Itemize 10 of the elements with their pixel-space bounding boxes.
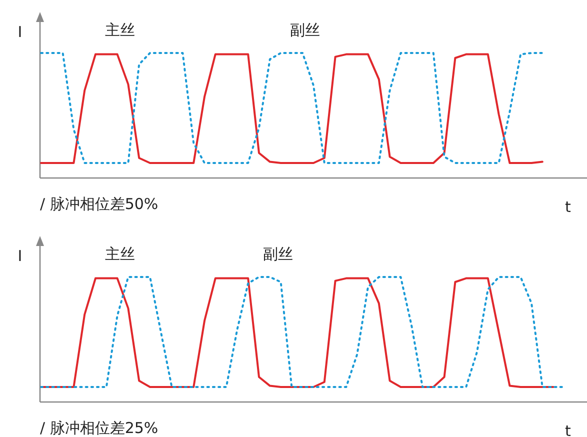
y-axis-title: I — [18, 247, 22, 265]
series-label: 副丝 — [290, 21, 320, 39]
series-label: 副丝 — [263, 245, 293, 263]
text: / 脉冲相位差50% — [40, 195, 158, 213]
series-label: 主丝 — [105, 21, 135, 39]
x-axis-title: t — [565, 422, 572, 437]
series-label: 主丝 — [105, 245, 135, 263]
x-axis-title: t — [565, 198, 572, 216]
y-axis-title: I — [18, 23, 22, 41]
text: / 脉冲相位差25% — [40, 419, 158, 437]
